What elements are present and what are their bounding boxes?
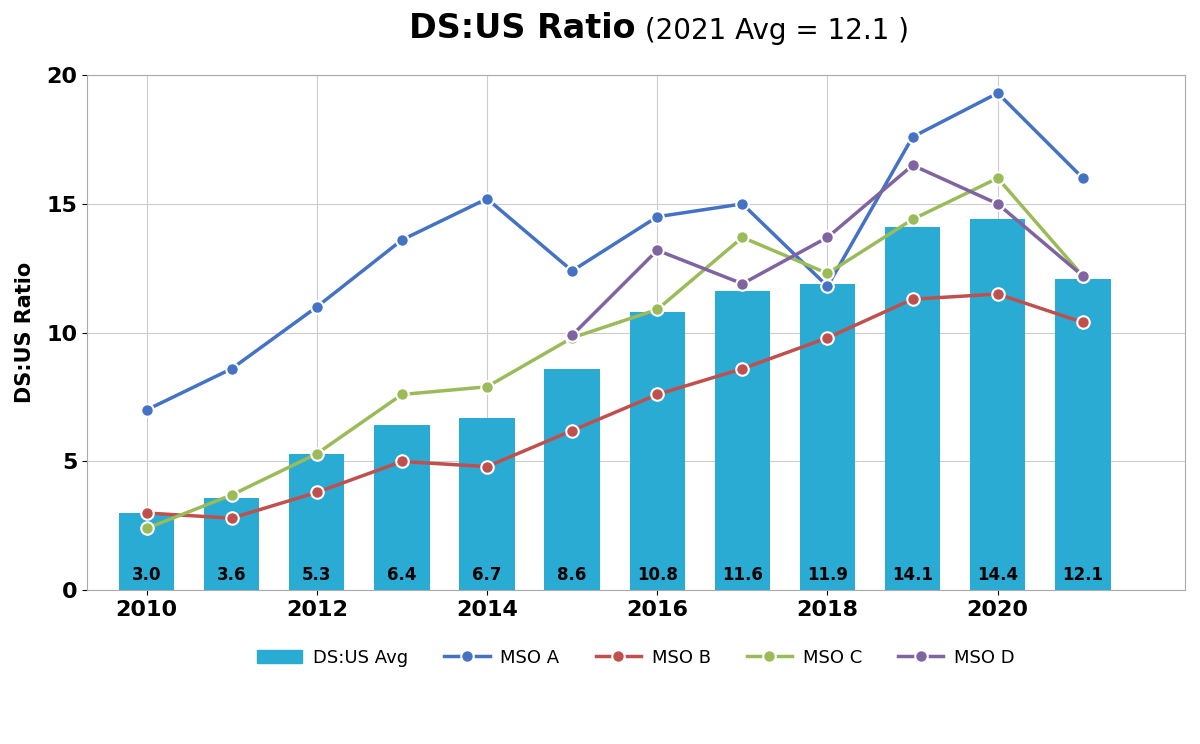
MSO B [480, 462, 494, 471]
MSO A [1075, 173, 1090, 182]
Text: 3.0: 3.0 [132, 566, 161, 584]
MSO D [1075, 272, 1090, 280]
MSO D [821, 233, 835, 242]
Text: 10.8: 10.8 [637, 566, 678, 584]
MSO A [310, 303, 324, 312]
Bar [374, 426, 430, 590]
Bar [460, 417, 515, 590]
MSO D [990, 199, 1004, 208]
MSO B [310, 488, 324, 497]
Text: 14.4: 14.4 [977, 566, 1019, 584]
MSO B [821, 333, 835, 342]
MSO C [480, 382, 494, 391]
Bar [545, 369, 600, 590]
MSO D [650, 246, 665, 254]
Text: 8.6: 8.6 [558, 566, 587, 584]
MSO C [224, 490, 239, 499]
MSO C [1075, 272, 1090, 280]
Bar [1055, 278, 1110, 590]
MSO C [906, 215, 920, 224]
Bar [970, 219, 1026, 590]
MSO A [821, 282, 835, 291]
Y-axis label: DS:US Ratio: DS:US Ratio [14, 262, 35, 403]
Bar [119, 513, 174, 590]
Legend: DS:US Avg, MSO A, MSO B, MSO C, MSO D: DS:US Avg, MSO A, MSO B, MSO C, MSO D [250, 641, 1022, 674]
MSO B [650, 390, 665, 399]
Text: 6.7: 6.7 [473, 566, 502, 584]
MSO C [821, 269, 835, 278]
MSO D [736, 279, 750, 288]
Text: 3.6: 3.6 [217, 566, 246, 584]
MSO B [990, 289, 1004, 298]
MSO B [139, 509, 154, 518]
Text: 6.4: 6.4 [388, 566, 416, 584]
MSO A [906, 132, 920, 141]
MSO D [565, 331, 580, 340]
MSO C [736, 233, 750, 242]
MSO B [565, 426, 580, 435]
MSO A [480, 194, 494, 203]
Line: MSO C: MSO C [140, 172, 1090, 535]
MSO A [565, 266, 580, 275]
MSO A [736, 199, 750, 208]
MSO C [650, 305, 665, 314]
Bar [884, 227, 941, 590]
Text: 14.1: 14.1 [892, 566, 934, 584]
MSO C [139, 524, 154, 533]
MSO D [906, 161, 920, 170]
MSO B [736, 365, 750, 373]
Bar [204, 498, 259, 590]
Line: MSO D: MSO D [566, 159, 1090, 341]
Text: 11.9: 11.9 [806, 566, 848, 584]
MSO A [990, 89, 1004, 97]
Line: MSO B: MSO B [140, 288, 1090, 525]
MSO B [906, 295, 920, 304]
Bar [800, 283, 856, 590]
MSO C [990, 173, 1004, 182]
MSO C [395, 390, 409, 399]
MSO B [224, 513, 239, 522]
Bar [715, 292, 770, 590]
MSO B [395, 457, 409, 466]
MSO B [1075, 318, 1090, 327]
Text: 11.6: 11.6 [722, 566, 763, 584]
Text: 5.3: 5.3 [302, 566, 331, 584]
MSO C [310, 449, 324, 458]
MSO A [224, 365, 239, 373]
MSO A [395, 236, 409, 245]
Text: 12.1: 12.1 [1062, 566, 1103, 584]
MSO A [650, 212, 665, 221]
Text: DS:US Ratio: DS:US Ratio [409, 13, 636, 45]
MSO A [139, 405, 154, 414]
Bar [630, 312, 685, 590]
Line: MSO A: MSO A [140, 87, 1090, 416]
Bar [289, 454, 344, 590]
MSO C [565, 333, 580, 342]
Text: (2021 Avg = 12.1 ): (2021 Avg = 12.1 ) [636, 17, 908, 45]
